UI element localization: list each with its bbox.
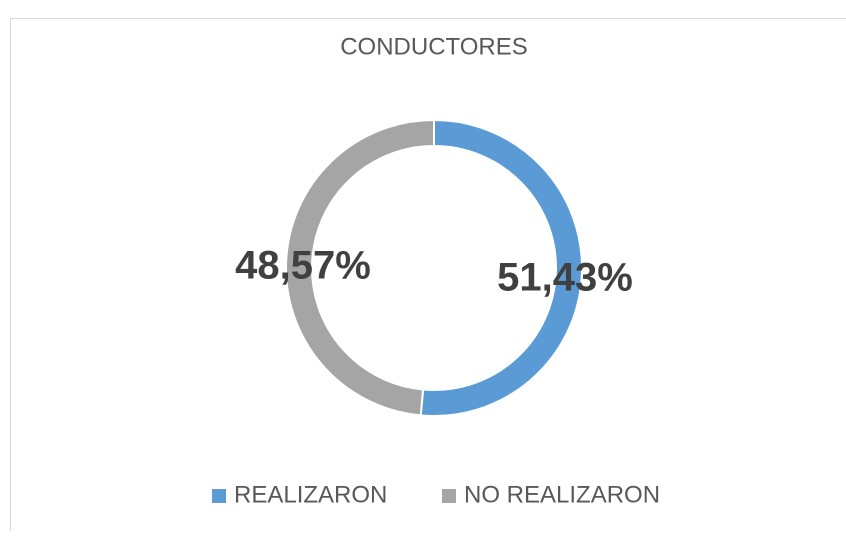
legend-swatch bbox=[442, 489, 456, 503]
legend-label: NO REALIZARON bbox=[464, 481, 660, 508]
legend-swatch bbox=[212, 489, 226, 503]
data-label: 48,57% bbox=[235, 244, 371, 288]
chart-title: CONDUCTORES bbox=[340, 33, 528, 60]
legend-label: REALIZARON bbox=[234, 481, 387, 508]
data-label: 51,43% bbox=[497, 256, 633, 300]
chart-frame bbox=[11, 19, 846, 532]
